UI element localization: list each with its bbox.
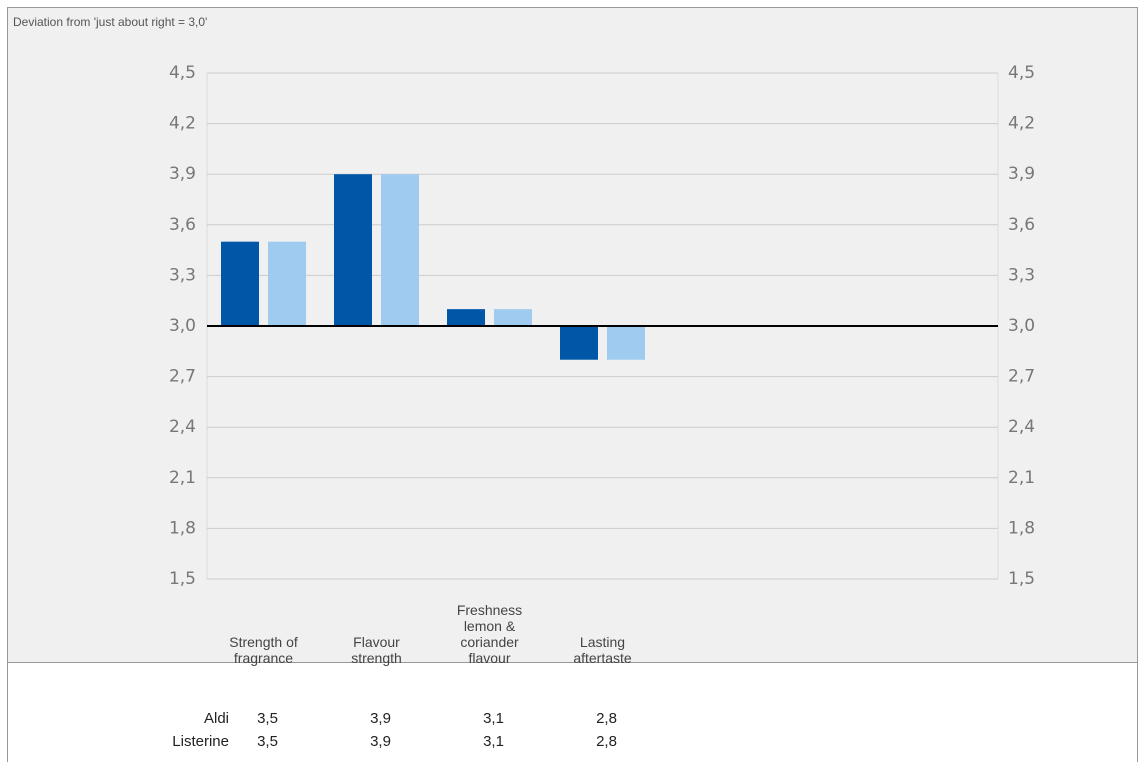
bar <box>447 309 485 326</box>
table-value: 2,8 <box>596 733 617 750</box>
x-tick-label: Freshness lemon & coriander flavour <box>456 602 523 666</box>
y-tick-label: 1,8 <box>169 518 196 538</box>
bar <box>494 309 532 326</box>
bar <box>381 174 419 326</box>
y2-tick-label: 2,7 <box>1008 367 1035 387</box>
table-row-name: Aldi <box>204 710 229 727</box>
bar <box>607 326 645 360</box>
y-tick-label: 2,1 <box>169 468 196 488</box>
y-tick-label: 3,0 <box>169 316 196 336</box>
x-tick-label: Lasting aftertaste <box>573 634 632 666</box>
y2-tick-label: 1,8 <box>1008 518 1035 538</box>
bar <box>268 241 306 326</box>
table-row-name: Listerine <box>172 733 229 750</box>
y-tick-label: 4,5 <box>169 63 196 83</box>
y2-tick-label: 3,6 <box>1008 215 1035 235</box>
y-tick-label: 3,3 <box>169 265 196 285</box>
chart-title: Deviation from 'just about right = 3,0' <box>13 15 207 29</box>
table-value: 3,1 <box>483 710 504 727</box>
y2-tick-label: 4,2 <box>1008 114 1035 134</box>
bar <box>560 326 598 360</box>
table-value: 3,5 <box>257 710 278 727</box>
table-area <box>7 662 1138 762</box>
y-tick-label: 2,7 <box>169 367 196 387</box>
y-tick-label: 3,6 <box>169 215 196 235</box>
table-value: 3,5 <box>257 733 278 750</box>
bar <box>221 241 259 326</box>
y-tick-label: 1,5 <box>169 569 196 589</box>
table-value: 2,8 <box>596 710 617 727</box>
x-tick-label: Flavour strength <box>351 634 402 666</box>
y2-tick-label: 3,3 <box>1008 265 1035 285</box>
table-value: 3,1 <box>483 733 504 750</box>
y2-tick-label: 1,5 <box>1008 569 1035 589</box>
y-tick-label: 2,4 <box>169 417 196 437</box>
bar <box>334 174 372 326</box>
y2-tick-label: 2,1 <box>1008 468 1035 488</box>
x-tick-label: Strength of fragrance <box>229 634 298 666</box>
y-tick-label: 3,9 <box>169 164 196 184</box>
y2-tick-label: 4,5 <box>1008 63 1035 83</box>
y2-tick-label: 3,0 <box>1008 316 1035 336</box>
table-value: 3,9 <box>370 733 391 750</box>
table-value: 3,9 <box>370 710 391 727</box>
y-tick-label: 4,2 <box>169 114 196 134</box>
y2-tick-label: 2,4 <box>1008 417 1035 437</box>
y2-tick-label: 3,9 <box>1008 164 1035 184</box>
